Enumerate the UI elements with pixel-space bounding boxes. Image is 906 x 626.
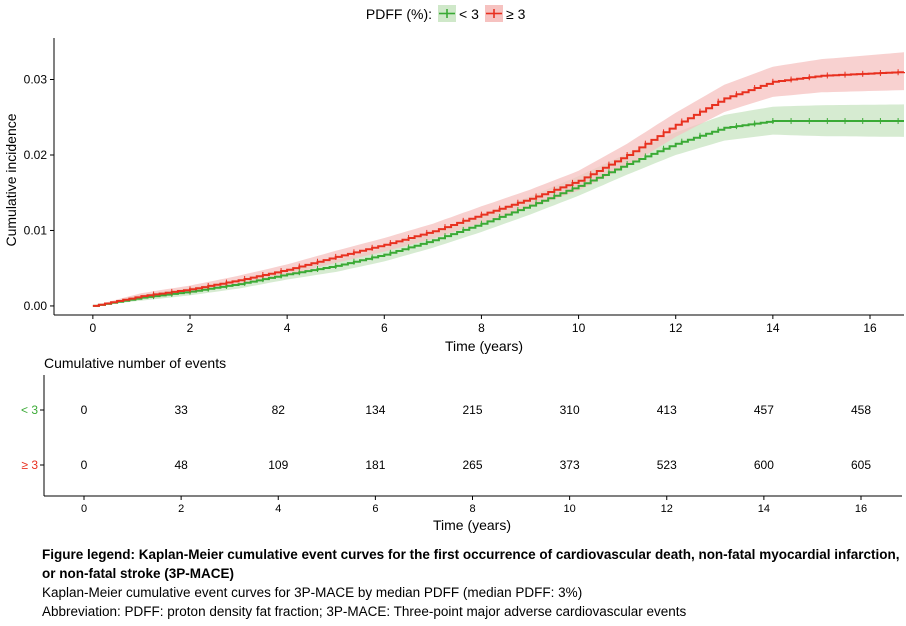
x-tick-label: 0 (90, 321, 97, 335)
legend: PDFF (%): < 3 ≥ 3 (366, 5, 526, 22)
x-ticks: 0 2 4 6 8 10 12 14 16 (90, 315, 877, 335)
legend-key-high (485, 5, 503, 22)
risk-table: Cumulative number of events < 3 ≥ 3 0 33 8… (21, 355, 902, 533)
risk-x-tick-label: 12 (661, 503, 673, 515)
risk-cell: 82 (272, 403, 286, 417)
legend-label-low: < 3 (459, 6, 479, 22)
risk-cell: 310 (560, 403, 580, 417)
main-plot: 0.00 0.01 0.02 0.03 0 2 4 6 8 10 12 14 16 Cumulativ… (3, 38, 905, 354)
risk-x-ticks: 0 2 4 6 8 10 12 14 16 (81, 496, 867, 515)
confidence-bands (92, 52, 904, 306)
risk-table-x-label: Time (years) (433, 517, 511, 533)
risk-x-tick-label: 16 (855, 503, 867, 515)
risk-cell: 181 (365, 458, 385, 472)
risk-row-label-low: < 3 (21, 403, 38, 417)
risk-row-label-high: ≥ 3 (21, 458, 38, 472)
y-tick-label: 0.00 (24, 299, 48, 313)
risk-cell: 0 (81, 458, 88, 472)
caption-description: Kaplan-Meier cumulative event curves for… (42, 585, 583, 600)
ci-band-low (92, 104, 904, 306)
legend-title: PDFF (%): (366, 6, 432, 22)
y-tick-label: 0.03 (24, 73, 48, 87)
risk-cell: 457 (754, 403, 774, 417)
risk-cell: 265 (462, 458, 482, 472)
x-tick-label: 4 (284, 321, 291, 335)
risk-x-tick-label: 10 (564, 503, 576, 515)
x-tick-label: 6 (381, 321, 388, 335)
x-axis-label: Time (years) (445, 338, 523, 354)
risk-cell: 600 (754, 458, 774, 472)
risk-cell: 109 (268, 458, 288, 472)
risk-cell: 215 (462, 403, 482, 417)
x-tick-label: 8 (478, 321, 485, 335)
risk-cell: 48 (174, 458, 188, 472)
risk-cells: 0 33 82 134 215 310 413 457 458 0 48 109 181 265 373 52… (81, 403, 872, 472)
risk-cell: 373 (560, 458, 580, 472)
legend-key-low (438, 5, 456, 22)
risk-cell: 0 (81, 403, 88, 417)
risk-cell: 134 (365, 403, 385, 417)
y-axis-label: Cumulative incidence (3, 113, 19, 246)
y-ticks: 0.00 0.01 0.02 0.03 (24, 73, 54, 313)
risk-x-tick-label: 4 (275, 503, 281, 515)
x-tick-label: 16 (863, 321, 877, 335)
risk-cell: 605 (851, 458, 871, 472)
risk-x-tick-label: 6 (372, 503, 378, 515)
risk-x-tick-label: 8 (469, 503, 475, 515)
y-tick-label: 0.01 (24, 223, 48, 237)
risk-x-tick-label: 14 (758, 503, 770, 515)
risk-x-tick-label: 0 (81, 503, 87, 515)
x-tick-label: 2 (187, 321, 194, 335)
risk-cell: 33 (174, 403, 188, 417)
ci-band-high (92, 52, 904, 306)
x-tick-label: 10 (572, 321, 586, 335)
caption-title: Figure legend: Kaplan-Meier cumulative e… (42, 547, 900, 581)
risk-cell: 523 (657, 458, 677, 472)
y-tick-label: 0.02 (24, 148, 48, 162)
risk-cell: 458 (851, 403, 871, 417)
km-figure: PDFF (%): < 3 ≥ 3 0.00 0.01 0.02 0.03 0 2 4 6 8… (3, 5, 905, 533)
x-tick-label: 12 (669, 321, 683, 335)
risk-x-tick-label: 2 (178, 503, 184, 515)
risk-cell: 413 (657, 403, 677, 417)
caption-abbreviation: Abbreviation: PDFF: proton density fat f… (42, 604, 687, 619)
censor-marks (153, 69, 899, 300)
risk-table-title: Cumulative number of events (44, 355, 226, 371)
legend-label-high: ≥ 3 (506, 6, 526, 22)
x-tick-label: 14 (766, 321, 780, 335)
figure-caption: Figure legend: Kaplan-Meier cumulative e… (42, 545, 902, 621)
